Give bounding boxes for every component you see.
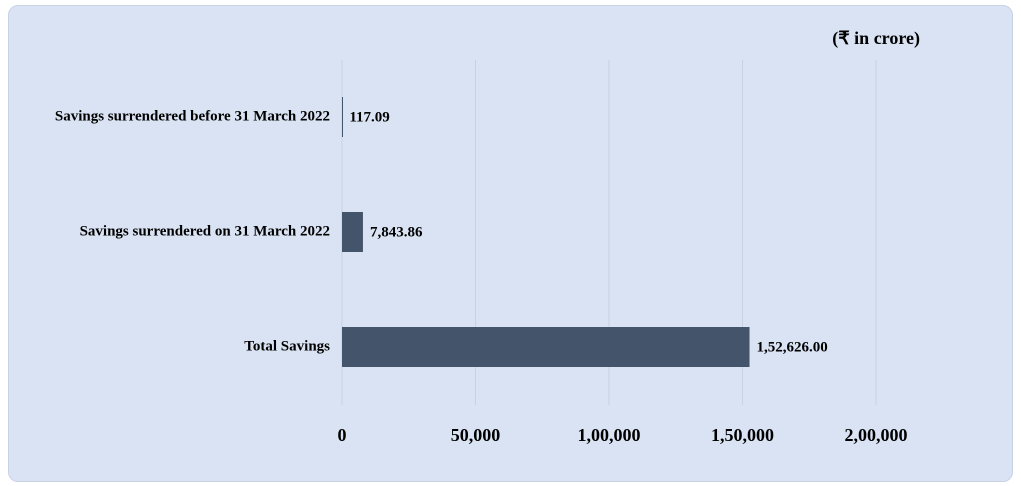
data-label: 117.09 [349, 109, 389, 125]
y-tick-label: Savings surrendered before 31 March 2022 [54, 108, 330, 125]
x-tick-label: 2,00,000 [845, 425, 908, 445]
bar [342, 97, 343, 137]
x-tick-label: 1,50,000 [711, 425, 774, 445]
chart-card [8, 5, 1013, 482]
data-label: 7,843.86 [370, 224, 423, 240]
x-tick-label: 0 [338, 425, 347, 445]
data-label: 1,52,626.00 [757, 339, 828, 355]
y-tick-label: Total Savings [244, 338, 330, 355]
x-tick-label: 50,000 [451, 425, 501, 445]
x-tick-label: 1,00,000 [578, 425, 641, 445]
bar [342, 212, 363, 252]
unit-label: (₹ in crore) [832, 28, 920, 49]
y-tick-label: Savings surrendered on 31 March 2022 [79, 223, 330, 240]
bar [342, 327, 750, 367]
